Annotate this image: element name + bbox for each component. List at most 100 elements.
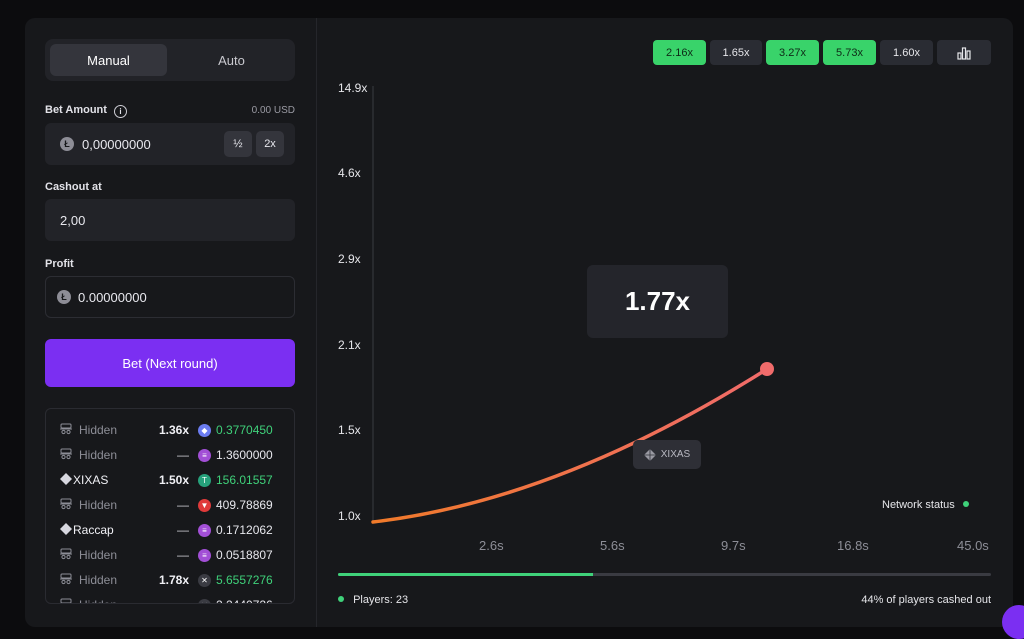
info-icon[interactable]: i (113, 105, 127, 118)
player-row: Hidden 1.78x ✕ 5.6557276 (46, 568, 294, 593)
hidden-user-icon (59, 498, 73, 510)
bar-chart-icon (957, 46, 971, 60)
player-multiplier: 1.50x (158, 473, 189, 487)
player-multiplier: — (177, 448, 189, 462)
player-amount: 0.3770450 (216, 423, 273, 437)
player-name: Hidden (79, 548, 118, 562)
tab-auto[interactable]: Auto (218, 52, 245, 68)
player-amount: 0.1712062 (216, 523, 273, 537)
sol-coin-icon: ≡ (198, 524, 211, 537)
mode-tabs: Manual Auto (45, 39, 295, 81)
game-panel (25, 18, 1013, 627)
cashed-out-stat: 44% of players cashed out (861, 594, 991, 606)
ltc-coin-icon: Ł (57, 290, 71, 304)
profit-value: 0.00000000 (78, 290, 147, 305)
player-amount: 5.6557276 (216, 573, 273, 587)
bet-amount-input[interactable]: 0,00000000 (82, 137, 151, 152)
user-avatar-icon (59, 523, 73, 535)
player-row: XIXAS 1.50x T 156.01557 (46, 468, 294, 493)
history-item[interactable]: 2.16x (653, 40, 706, 65)
player-name: Hidden (79, 423, 118, 437)
y-tick-label: 2.1x (338, 338, 361, 352)
player-row: Hidden 1.36x ◆ 0.3770450 (46, 418, 294, 443)
hidden-user-icon (59, 423, 73, 435)
bet-amount-label: Bet Amount i (45, 104, 127, 118)
player-row: Hidden — ▼ 409.78869 (46, 493, 294, 518)
player-amount: 409.78869 (216, 498, 273, 512)
bet-button[interactable]: Bet (Next round) (45, 339, 295, 387)
y-tick-label: 2.9x (338, 252, 361, 266)
hidden-user-icon (59, 548, 73, 560)
trx-coin-icon: ▼ (198, 499, 211, 512)
cashout-label: Cashout at (45, 181, 102, 193)
player-amount: 2.2440726 (216, 598, 273, 603)
network-status-label: Network status (882, 499, 955, 511)
sol-coin-icon: ≡ (198, 449, 211, 462)
player-multiplier: — (177, 498, 189, 512)
usdt-coin-icon: T (198, 474, 211, 487)
hidden-user-icon (59, 573, 73, 585)
players-list: Hidden 1.36x ◆ 0.3770450 Hidden — ≡ 1.3600000 XI… (45, 408, 295, 604)
players-dot (338, 596, 344, 602)
user-avatar-icon (59, 473, 73, 485)
player-row: Hidden ✕ 2.2440726 (46, 593, 294, 603)
double-button[interactable]: 2x (256, 131, 284, 157)
y-tick-label: 4.6x (338, 166, 361, 180)
player-name: Hidden (79, 598, 117, 603)
hidden-user-icon (59, 598, 73, 603)
x-tick-label: 2.6s (479, 538, 504, 553)
player-row: Hidden — ≡ 1.3600000 (46, 443, 294, 468)
bet-amount-usd: 0.00 USD (251, 105, 295, 116)
player-name: XIXAS (73, 473, 109, 487)
diamond-icon (643, 448, 656, 461)
history-item[interactable]: 1.65x (710, 40, 762, 65)
player-row: Raccap — ≡ 0.1712062 (46, 518, 294, 543)
bet-amount-label-text: Bet Amount (45, 104, 107, 116)
player-tag: XIXAS (633, 440, 701, 469)
players-count: Players: 23 (338, 594, 408, 606)
player-multiplier: — (177, 523, 189, 537)
eth-coin-icon: ◆ (198, 424, 211, 437)
ltc-coin-icon: Ł (60, 137, 74, 151)
bet-amount-field[interactable]: Ł 0,00000000 ½ 2x (45, 123, 295, 165)
player-amount: 0.0518807 (216, 548, 273, 562)
stats-button[interactable] (937, 40, 991, 65)
x-tick-label: 16.8s (837, 538, 869, 553)
players-count-label: Players: 23 (353, 594, 409, 606)
history-item[interactable]: 5.73x (823, 40, 876, 65)
player-row: Hidden — ≡ 0.0518807 (46, 543, 294, 568)
history-item[interactable]: 3.27x (766, 40, 819, 65)
player-multiplier: 1.36x (158, 423, 189, 437)
player-amount: 156.01557 (216, 473, 273, 487)
player-name: Hidden (79, 573, 118, 587)
panel-divider (316, 18, 317, 627)
tab-manual[interactable]: Manual (50, 44, 167, 76)
sol-coin-icon: ≡ (198, 549, 211, 562)
y-tick-label: 14.9x (338, 81, 368, 95)
profit-field: Ł 0.00000000 (45, 276, 295, 318)
history-item[interactable]: 1.60x (880, 40, 933, 65)
player-tag-label: XIXAS (660, 449, 691, 460)
player-amount: 1.3600000 (216, 448, 273, 462)
cashout-field[interactable]: 2,00 (45, 199, 295, 241)
player-multiplier: 1.78x (158, 573, 189, 587)
x-tick-label: 9.7s (721, 538, 746, 553)
player-multiplier: — (177, 548, 189, 562)
xrp-coin-icon: ✕ (198, 599, 211, 603)
x-tick-label: 5.6s (600, 538, 625, 553)
round-progress-bar (338, 573, 991, 576)
player-name: Raccap (73, 523, 114, 537)
half-button[interactable]: ½ (224, 131, 252, 157)
network-status-dot (962, 501, 969, 507)
xrp-coin-icon: ✕ (198, 574, 211, 587)
support-button[interactable] (1002, 605, 1024, 639)
hidden-user-icon (59, 448, 73, 460)
player-name: Hidden (79, 448, 118, 462)
y-tick-label: 1.0x (338, 509, 361, 523)
profit-label: Profit (45, 258, 74, 270)
cashout-input[interactable]: 2,00 (60, 213, 86, 228)
current-multiplier: 1.77x (587, 265, 728, 338)
round-progress-fill (338, 573, 593, 576)
network-status: Network status (882, 499, 969, 511)
player-name: Hidden (79, 498, 118, 512)
